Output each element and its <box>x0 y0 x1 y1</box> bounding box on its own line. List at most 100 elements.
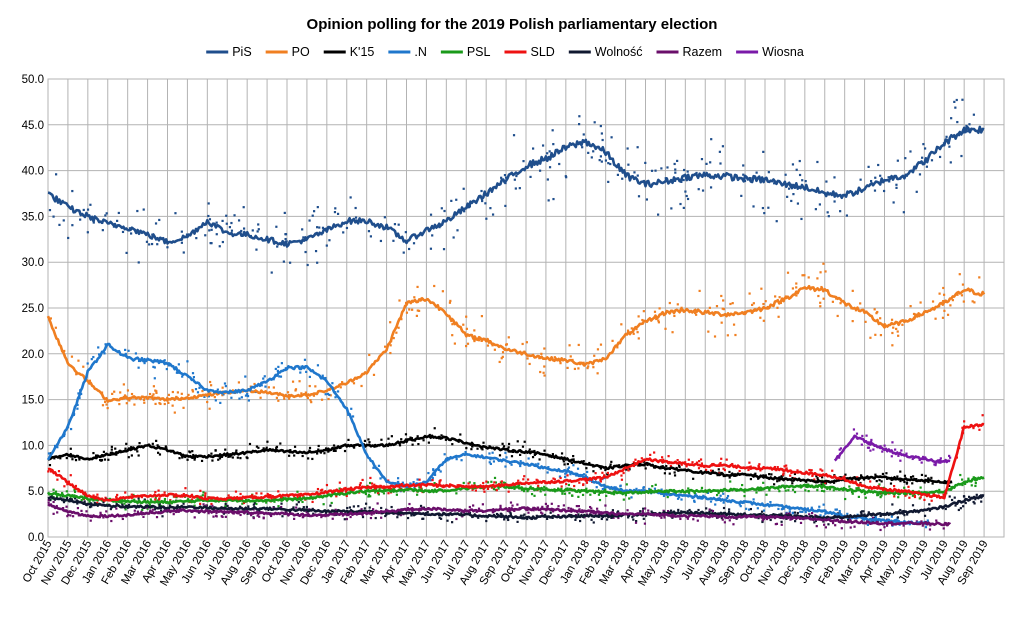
poll-dot <box>236 456 239 459</box>
poll-dot <box>720 457 723 460</box>
poll-dot <box>708 508 711 511</box>
poll-dot <box>642 310 645 313</box>
poll-dot <box>550 502 553 505</box>
poll-dot <box>312 512 315 515</box>
poll-dot <box>692 518 695 521</box>
poll-dot <box>367 495 370 498</box>
poll-dot <box>630 327 633 330</box>
poll-dot <box>182 406 185 409</box>
poll-dot <box>283 211 286 215</box>
poll-dot <box>540 352 543 355</box>
poll-dot <box>539 490 542 493</box>
poll-dot <box>276 245 279 248</box>
poll-dot <box>438 226 441 229</box>
poll-dot <box>549 511 552 514</box>
poll-dot <box>818 505 821 508</box>
poll-dot <box>76 407 79 410</box>
poll-dot <box>460 512 463 515</box>
poll-dot <box>949 456 952 459</box>
poll-dot <box>410 514 413 517</box>
poll-dot <box>831 300 834 303</box>
poll-dot <box>879 334 883 337</box>
poll-dot <box>138 442 141 445</box>
poll-dot <box>824 481 827 484</box>
poll-dot <box>507 442 511 446</box>
poll-dot <box>184 487 187 490</box>
poll-dot <box>657 213 660 216</box>
poll-dot <box>625 483 628 486</box>
poll-dot <box>346 506 349 510</box>
poll-dot <box>934 463 937 467</box>
poll-dot <box>210 228 213 231</box>
poll-dot <box>383 216 386 219</box>
poll-dot <box>722 299 725 302</box>
poll-dot <box>709 469 713 472</box>
poll-dot <box>153 508 157 511</box>
poll-dot <box>305 370 308 374</box>
poll-dot <box>893 495 896 498</box>
poll-dot <box>664 327 667 330</box>
poll-dot <box>599 343 603 346</box>
poll-dot <box>136 209 139 213</box>
poll-dot <box>308 446 312 450</box>
legend-label: Wolność <box>595 45 643 59</box>
poll-dot <box>925 165 929 168</box>
poll-dot <box>325 483 329 487</box>
poll-dot <box>738 469 741 473</box>
poll-dot <box>729 480 732 483</box>
poll-dot <box>773 465 776 469</box>
poll-dot <box>312 210 316 213</box>
poll-dot <box>512 134 516 137</box>
poll-dot <box>368 506 371 509</box>
poll-dot <box>48 208 52 212</box>
poll-dot <box>921 455 925 459</box>
poll-dot <box>572 454 575 458</box>
poll-dot <box>382 492 386 495</box>
poll-dot <box>247 399 250 402</box>
poll-dot <box>941 316 945 319</box>
poll-dot <box>552 197 555 201</box>
poll-dot <box>632 518 635 521</box>
poll-dot <box>619 484 622 487</box>
series-line-wolno <box>47 494 985 520</box>
poll-dot <box>336 390 340 393</box>
poll-dot <box>311 214 314 217</box>
poll-dot <box>568 344 571 347</box>
poll-dot <box>432 469 435 472</box>
poll-dot <box>207 202 210 205</box>
poll-dot <box>178 457 181 460</box>
poll-dot <box>569 473 572 476</box>
poll-dot <box>878 483 881 486</box>
poll-dot <box>938 488 941 492</box>
poll-dot <box>885 472 888 475</box>
poll-dot <box>101 229 104 232</box>
poll-dot <box>822 297 825 300</box>
poll-dot <box>218 457 222 460</box>
poll-dot <box>82 365 85 368</box>
poll-dot <box>676 497 680 500</box>
poll-dot <box>92 499 95 502</box>
poll-dot <box>376 502 379 505</box>
poll-dot <box>950 498 954 502</box>
poll-dot <box>153 377 156 380</box>
poll-dot <box>883 444 886 447</box>
poll-dot <box>718 150 721 153</box>
poll-dot <box>819 271 822 274</box>
poll-dot <box>115 502 118 505</box>
poll-dot <box>101 404 105 407</box>
poll-dot <box>780 508 784 511</box>
poll-dot <box>860 510 864 513</box>
poll-dot <box>558 475 562 478</box>
poll-dot <box>316 364 320 367</box>
poll-dot <box>606 471 609 475</box>
poll-dot <box>413 296 416 299</box>
poll-dot <box>749 507 753 511</box>
poll-dot <box>460 459 463 462</box>
poll-dot <box>767 206 770 209</box>
poll-dot <box>722 501 725 504</box>
poll-dot <box>834 524 837 527</box>
poll-dot <box>66 515 69 518</box>
poll-dot <box>371 508 375 511</box>
poll-dot <box>275 446 278 449</box>
poll-dot <box>708 510 711 513</box>
